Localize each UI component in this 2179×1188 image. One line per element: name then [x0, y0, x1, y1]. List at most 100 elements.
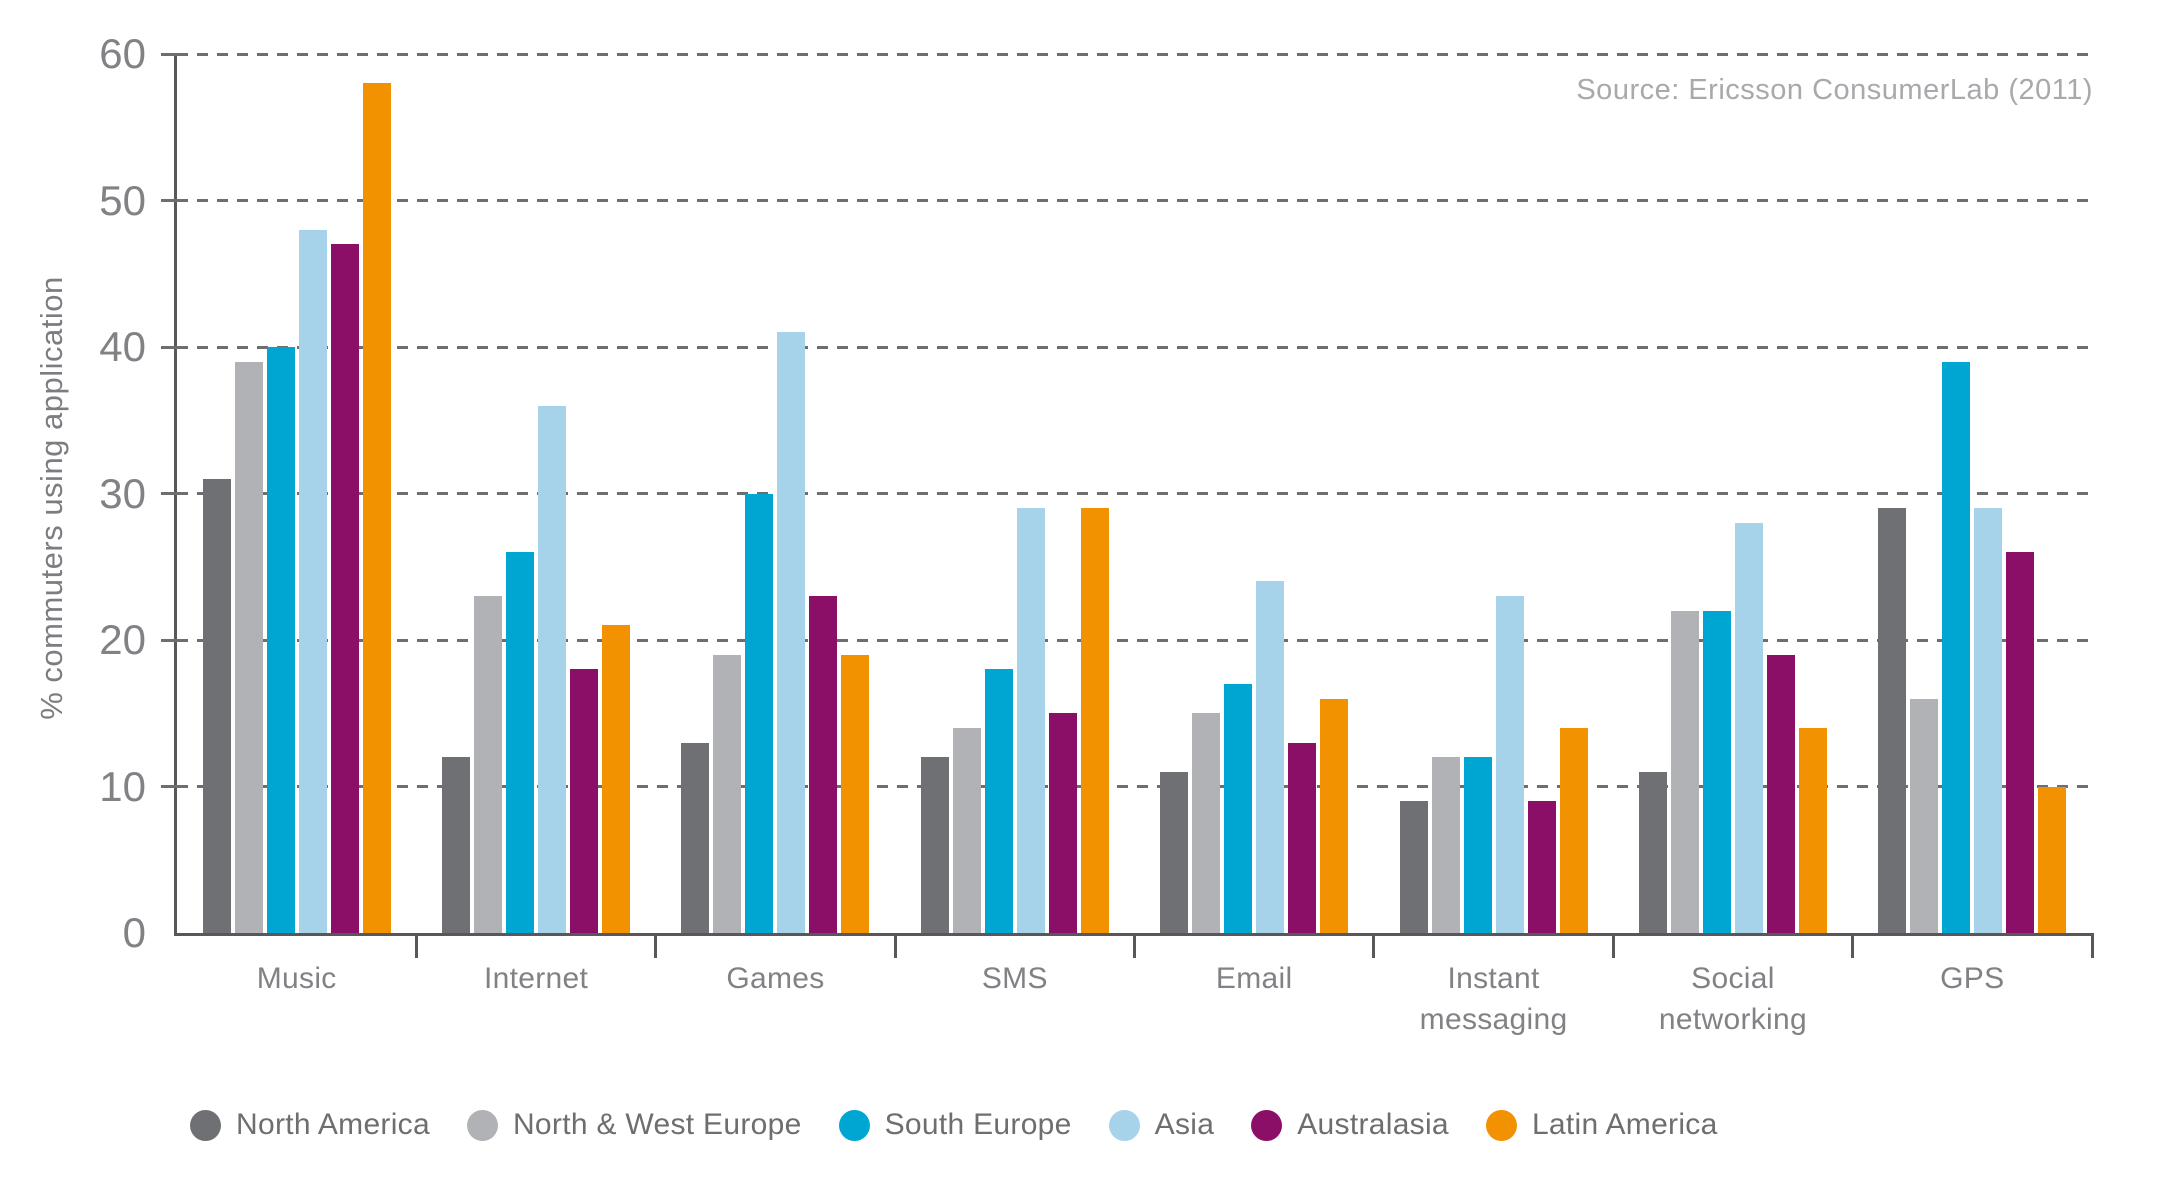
y-tick-label-30: 30	[99, 469, 146, 517]
gridline-30	[177, 492, 2092, 495]
x-axis-tick-1	[414, 933, 418, 958]
bar-north-west-europe-email	[1192, 713, 1221, 933]
legend-item-australasia: Australasia	[1251, 1108, 1449, 1142]
legend-item-north-america: North America	[190, 1108, 430, 1142]
y-axis-tick-10	[161, 785, 177, 788]
legend-swatch-icon	[838, 1109, 870, 1141]
category-label-line: messaging	[1419, 1003, 1568, 1036]
bar-australasia-social-networking	[1766, 654, 1795, 933]
category-label-line: Social	[1691, 962, 1775, 995]
gridline-40	[177, 345, 2092, 349]
y-tick-label-40: 40	[99, 323, 146, 370]
legend-label: North & West Europe	[512, 1108, 802, 1141]
y-tick-label-60: 60	[99, 30, 146, 77]
bar-north-west-europe-social-networking	[1670, 610, 1699, 933]
bar-asia-gps	[1974, 508, 2003, 933]
bar-latin-america-gps	[2038, 786, 2067, 933]
bar-asia-instant-messaging	[1495, 596, 1524, 933]
y-axis-tick-30	[161, 492, 177, 495]
x-axis-tick-5	[1372, 933, 1376, 958]
y-tick-label-20: 20	[99, 616, 146, 663]
legend-label: Asia	[1154, 1108, 1215, 1141]
bar-australasia-internet	[570, 669, 599, 933]
legend-label: North America	[236, 1108, 430, 1141]
bar-north-america-email	[1160, 771, 1189, 933]
category-label-internet: Internet	[416, 958, 656, 999]
y-axis-tick-20	[161, 638, 177, 642]
legend-item-south-europe: South Europe	[838, 1108, 1072, 1142]
bar-asia-social-networking	[1734, 522, 1763, 933]
legend-swatch-icon	[1485, 1109, 1517, 1141]
y-tick-label-10: 10	[99, 762, 146, 810]
bar-north-west-europe-sms	[952, 727, 981, 933]
category-label-line: Music	[256, 962, 337, 995]
x-axis-tick-4	[1133, 933, 1136, 958]
bar-latin-america-email	[1320, 698, 1349, 933]
x-axis-tick-6	[1611, 933, 1615, 958]
bar-south-europe-sms	[984, 669, 1013, 933]
bar-north-america-instant-messaging	[1399, 801, 1428, 933]
category-label-line: networking	[1658, 1003, 1807, 1036]
category-label-line: Instant	[1447, 962, 1540, 995]
category-label-line: Email	[1215, 962, 1293, 995]
category-label-games: Games	[655, 958, 895, 999]
bar-north-west-europe-internet	[474, 596, 503, 933]
category-label-social-networking: Social networking	[1613, 958, 1853, 1040]
bar-south-europe-instant-messaging	[1463, 757, 1492, 933]
bar-latin-america-internet	[602, 625, 631, 933]
bar-north-america-sms	[920, 757, 949, 933]
source-note: Source: Ericsson ConsumerLab (2011)	[1576, 74, 2093, 106]
bar-latin-america-games	[841, 654, 870, 933]
bar-latin-america-instant-messaging	[1559, 727, 1588, 933]
bar-south-europe-music	[266, 347, 295, 933]
y-tick-label-50: 50	[99, 176, 146, 224]
bar-north-west-europe-instant-messaging	[1431, 757, 1460, 933]
bar-north-america-social-networking	[1638, 771, 1667, 933]
bar-north-west-europe-music	[234, 361, 263, 933]
category-label-instant-messaging: Instant messaging	[1374, 958, 1614, 1040]
x-axis-tick-7	[1851, 933, 1855, 958]
category-label-gps: GPS	[1852, 958, 2092, 999]
category-label-line: Games	[726, 962, 825, 995]
category-label-sms: SMS	[895, 958, 1135, 999]
y-axis-tick-40	[161, 345, 177, 349]
bar-south-europe-internet	[506, 552, 535, 933]
gridline-60	[177, 52, 2092, 56]
category-label-music: Music	[177, 958, 417, 999]
y-axis-tick-50	[161, 199, 177, 202]
bar-asia-sms	[1016, 508, 1045, 933]
bar-australasia-games	[809, 596, 838, 933]
legend-item-north-west-europe: North & West Europe	[466, 1108, 802, 1142]
legend-item-asia: Asia	[1108, 1108, 1215, 1142]
y-tick-label-0: 0	[122, 909, 146, 956]
bar-australasia-sms	[1048, 713, 1077, 933]
gridline-20	[177, 638, 2092, 642]
legend-swatch-icon	[466, 1109, 498, 1141]
bar-latin-america-social-networking	[1798, 727, 1827, 933]
bar-asia-email	[1256, 581, 1285, 933]
y-axis-tick-60	[161, 52, 177, 56]
gridline-10	[177, 785, 2092, 788]
x-axis-tick-2	[654, 933, 658, 958]
bar-australasia-instant-messaging	[1527, 801, 1556, 933]
bar-south-europe-games	[745, 493, 774, 933]
bar-asia-internet	[538, 405, 567, 933]
bar-latin-america-sms	[1080, 508, 1109, 933]
legend-swatch-icon	[190, 1109, 221, 1141]
legend-item-latin-america: Latin America	[1485, 1108, 1718, 1142]
bar-north-america-gps	[1878, 508, 1907, 933]
x-axis-tick-8	[2090, 933, 2094, 958]
bar-australasia-music	[330, 244, 359, 933]
bar-north-west-europe-gps	[1910, 698, 1939, 933]
bar-australasia-email	[1288, 742, 1317, 933]
legend-label: Australasia	[1297, 1108, 1449, 1141]
bar-latin-america-music	[362, 83, 391, 933]
legend-swatch-icon	[1251, 1109, 1283, 1141]
legend: North America North & West Europe South Eu…	[190, 1108, 1718, 1142]
bar-australasia-gps	[2006, 552, 2035, 933]
legend-label: Latin America	[1531, 1108, 1718, 1141]
category-label-line: SMS	[981, 962, 1048, 995]
bar-north-america-internet	[442, 757, 471, 933]
legend-label: South Europe	[884, 1108, 1072, 1141]
